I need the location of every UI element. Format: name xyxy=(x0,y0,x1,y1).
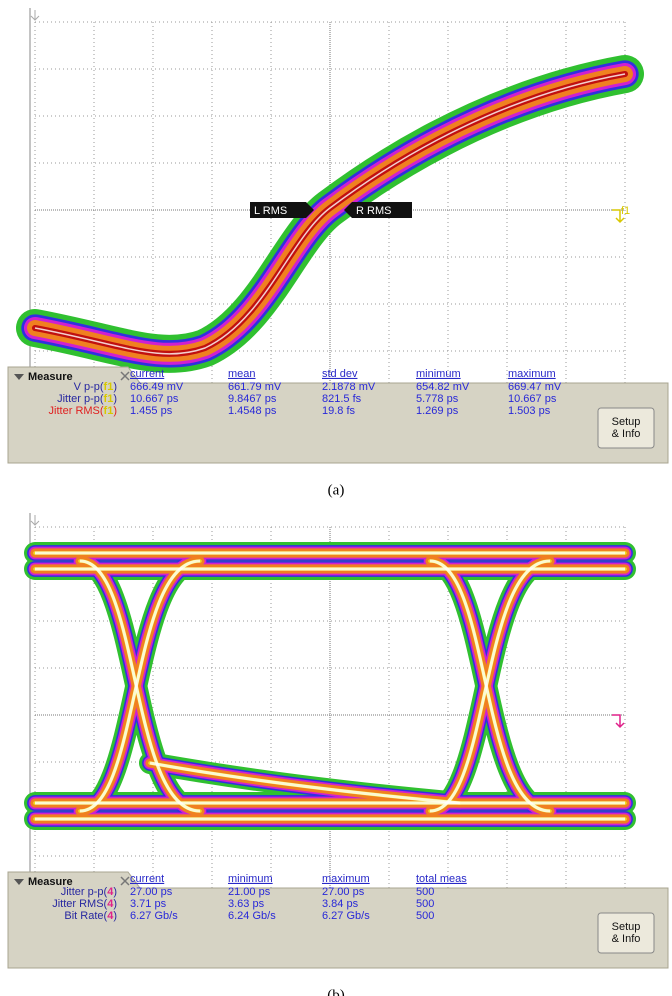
column-header: total meas xyxy=(416,873,467,885)
measure-value: 6.27 Gb/s xyxy=(322,910,370,922)
row-label: Bit Rate(4) xyxy=(64,910,117,922)
measure-value: 661.79 mV xyxy=(228,381,282,393)
measure-value: 1.455 ps xyxy=(130,405,173,417)
trace-label: f1 xyxy=(621,205,630,217)
measure-value: 27.00 ps xyxy=(130,886,173,898)
caption: (b) xyxy=(327,987,345,996)
measure-value: 6.24 Gb/s xyxy=(228,910,276,922)
measure-value: 27.00 ps xyxy=(322,886,365,898)
measure-value: 3.84 ps xyxy=(322,898,359,910)
row-label-part: Jitter RMS( xyxy=(52,898,107,910)
row-label-part: ) xyxy=(113,910,117,922)
row-label: Jitter RMS(4) xyxy=(52,898,117,910)
measure-value: 6.27 Gb/s xyxy=(130,910,178,922)
measure-value: 9.8467 ps xyxy=(228,393,277,405)
column-header: minimum xyxy=(228,873,273,885)
scope-panel: L RMS R RMS f1 Measure current mean std dev min… xyxy=(8,8,668,498)
measure-value: 1.4548 ps xyxy=(228,405,277,417)
measure-value: 21.00 ps xyxy=(228,886,271,898)
column-header: mean xyxy=(228,368,256,380)
row-label: Jitter p-p(f1) xyxy=(57,393,117,405)
measure-value: 500 xyxy=(416,898,434,910)
measure-value: 1.269 ps xyxy=(416,405,459,417)
column-header: minimum xyxy=(416,368,461,380)
button-label: Setup xyxy=(612,921,641,933)
measure-value: 19.8 fs xyxy=(322,405,356,417)
measure-title: Measure xyxy=(28,371,73,383)
row-label-part: ) xyxy=(113,381,117,393)
measure-value: 500 xyxy=(416,910,434,922)
column-header: maximum xyxy=(322,873,370,885)
row-label-part: f1 xyxy=(104,393,114,405)
column-header: current xyxy=(130,873,164,885)
row-label-part: Jitter p-p( xyxy=(61,886,108,898)
measure-value: 669.47 mV xyxy=(508,381,562,393)
measure-value: 654.82 mV xyxy=(416,381,470,393)
measure-value: 500 xyxy=(416,886,434,898)
column-header: std dev xyxy=(322,368,358,380)
row-label-part: V p-p( xyxy=(74,381,104,393)
measure-value: 3.71 ps xyxy=(130,898,167,910)
row-label-part: f1 xyxy=(104,405,114,417)
button-label: Setup xyxy=(612,416,641,428)
row-label-part: Bit Rate( xyxy=(64,910,107,922)
measure-value: 5.778 ps xyxy=(416,393,459,405)
row-label: Jitter p-p(4) xyxy=(61,886,117,898)
marker-label: R RMS xyxy=(356,205,391,217)
row-label-part: ) xyxy=(113,886,117,898)
button-label: & Info xyxy=(612,428,641,440)
row-label-part: ) xyxy=(113,405,117,417)
row-label-part: Jitter RMS( xyxy=(49,405,104,417)
measure-value: 3.63 ps xyxy=(228,898,265,910)
measure-value: 1.503 ps xyxy=(508,405,551,417)
column-header: current xyxy=(130,368,164,380)
figure: L RMS R RMS f1 Measure current mean std dev min… xyxy=(0,0,672,996)
row-label-part: ) xyxy=(113,898,117,910)
row-label-part: f1 xyxy=(104,381,114,393)
marker-label: L RMS xyxy=(254,205,287,217)
button-label: & Info xyxy=(612,933,641,945)
row-label-part: Jitter p-p( xyxy=(57,393,104,405)
measure-value: 2.1878 mV xyxy=(322,381,376,393)
row-label: Jitter RMS(f1) xyxy=(49,405,117,417)
column-header: maximum xyxy=(508,368,556,380)
measure-value: 10.667 ps xyxy=(130,393,179,405)
caption: (a) xyxy=(328,482,345,498)
row-label: V p-p(f1) xyxy=(74,381,117,393)
measure-value: 821.5 fs xyxy=(322,393,362,405)
measure-value: 10.667 ps xyxy=(508,393,557,405)
row-label-part: ) xyxy=(113,393,117,405)
measure-value: 666.49 mV xyxy=(130,381,184,393)
